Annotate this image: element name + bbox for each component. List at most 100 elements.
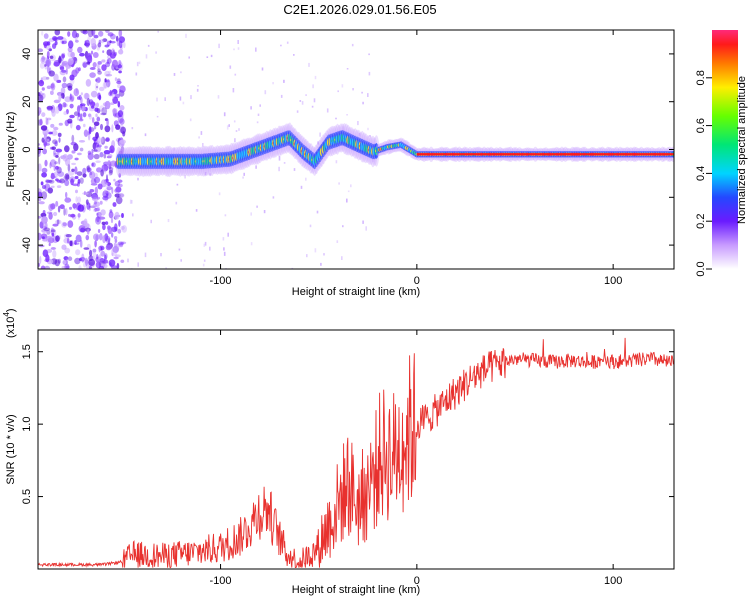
noise-dot — [38, 147, 41, 155]
faint-dot — [175, 201, 178, 205]
noise-dot — [92, 248, 97, 253]
noise-dot — [106, 118, 109, 127]
noise-dot — [54, 141, 58, 147]
noise-dot — [95, 77, 101, 84]
faint-dot — [272, 196, 275, 199]
faint-dot — [369, 135, 371, 137]
noise-dot — [104, 44, 110, 48]
noise-dot — [96, 216, 100, 223]
noise-dot — [111, 59, 119, 68]
faint-dot — [352, 88, 354, 91]
noise-dot — [89, 205, 96, 209]
noise-dot — [57, 171, 65, 177]
noise-dot — [46, 105, 53, 110]
noise-dot — [81, 105, 86, 112]
faint-dot — [129, 199, 132, 204]
noise-dot — [111, 88, 118, 95]
noise-dot — [56, 36, 64, 40]
faint-dot — [362, 220, 364, 224]
faint-dot — [264, 90, 267, 95]
faint-dot — [190, 95, 192, 100]
noise-dot — [48, 70, 55, 77]
noise-dot — [118, 60, 122, 66]
faint-dot — [280, 44, 282, 47]
faint-dot — [346, 198, 348, 203]
x-tick-label: 100 — [604, 575, 622, 587]
noise-dot — [55, 106, 60, 114]
noise-dot — [84, 259, 90, 264]
noise-dot — [105, 178, 109, 183]
faint-dot — [283, 79, 285, 83]
faint-dot — [235, 130, 238, 132]
noise-dot — [76, 105, 81, 113]
noise-dot — [45, 117, 48, 120]
noise-dot — [61, 40, 64, 44]
noise-dot — [62, 222, 67, 227]
faint-dot — [203, 259, 206, 262]
noise-dot — [93, 233, 100, 241]
noise-dot — [108, 169, 113, 176]
noise-dot — [88, 265, 92, 269]
noise-dot — [38, 80, 44, 84]
noise-dot — [120, 259, 125, 263]
faint-dot — [156, 115, 159, 118]
faint-dot — [178, 248, 181, 251]
noise-dot — [100, 209, 106, 216]
noise-dot — [123, 41, 126, 49]
noise-dot — [61, 244, 67, 250]
noise-dot — [50, 229, 56, 233]
faint-dot — [313, 98, 316, 103]
noise-dot — [87, 56, 92, 62]
noise-dot — [89, 171, 96, 179]
faint-dot — [226, 125, 229, 130]
noise-dot — [72, 183, 79, 187]
noise-dot — [89, 67, 96, 70]
faint-dot — [362, 101, 364, 105]
noise-dot — [39, 62, 45, 69]
noise-dot — [118, 193, 125, 198]
noise-dot — [44, 265, 51, 269]
noise-dot — [60, 87, 66, 95]
noise-dot — [73, 88, 80, 97]
noise-dot — [96, 206, 101, 212]
noise-dot — [87, 152, 94, 160]
noise-dot — [74, 240, 77, 245]
noise-dot — [117, 179, 123, 183]
noise-dot — [58, 122, 63, 126]
noise-dot — [69, 114, 75, 119]
noise-dot — [72, 56, 78, 64]
faint-dot — [301, 101, 304, 105]
y-tick-label: -20 — [21, 189, 33, 205]
noise-dot — [110, 160, 117, 167]
faint-dot — [336, 240, 339, 243]
faint-dot — [311, 105, 314, 108]
noise-dot — [38, 107, 42, 115]
noise-dot — [105, 61, 111, 68]
noise-dot — [100, 250, 106, 257]
noise-dot — [94, 82, 99, 91]
noise-dot — [115, 35, 119, 42]
noise-dot — [105, 221, 109, 225]
noise-dot — [38, 48, 44, 53]
spectrogram-panel: -100 0 100 -40 -20 0 20 40 Height of straight li… — [5, 29, 675, 298]
noise-dot — [43, 227, 51, 232]
noise-dot — [112, 108, 118, 114]
noise-dot — [40, 265, 46, 269]
noise-dot — [45, 179, 53, 183]
snr-series-line — [38, 337, 674, 569]
noise-dot — [93, 125, 97, 130]
faint-dot — [341, 256, 343, 260]
noise-dot — [43, 33, 49, 39]
noise-dot — [69, 103, 74, 109]
noise-dot — [53, 211, 58, 217]
noise-dot — [83, 123, 86, 128]
noise-dot — [74, 257, 81, 265]
noise-dot — [82, 112, 87, 118]
noise-dot — [94, 172, 98, 179]
y-multiplier-label: (x104) — [2, 308, 17, 338]
noise-dot — [105, 30, 110, 33]
noise-dot — [56, 180, 62, 183]
noise-dot — [54, 30, 61, 36]
faint-dot — [147, 44, 150, 47]
noise-dot — [61, 54, 65, 59]
